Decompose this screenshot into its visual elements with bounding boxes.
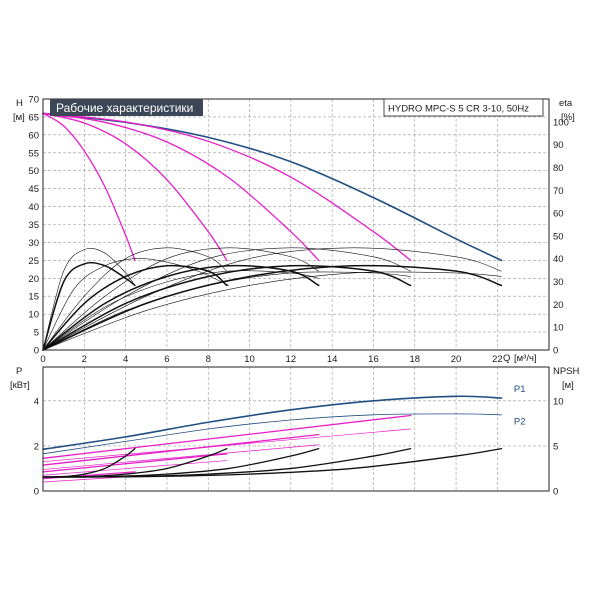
head-y2-tick-label: 70 [553, 186, 564, 197]
head-x-tick-label: 22 [492, 354, 503, 365]
head-y2-tick-label: 40 [553, 254, 564, 265]
y2-axis-unit-npsh: [м] [562, 380, 574, 391]
head-y2-tick-label: 20 [553, 300, 564, 311]
power-series-line [42, 447, 320, 478]
power-y2-tick-label: 5 [553, 441, 558, 452]
head-curves [42, 112, 503, 351]
head-y-tick-label: 20 [28, 274, 39, 285]
head-y-tick-label: 55 [28, 148, 39, 159]
head-series-line [42, 247, 228, 351]
power-series-line [42, 460, 228, 476]
head-y-tick-label: 60 [28, 130, 39, 141]
head-y2-tick-label: 80 [553, 163, 564, 174]
power-series-line [42, 453, 228, 473]
power-y2-tick-label: 0 [553, 487, 558, 498]
head-plot-frame [42, 98, 550, 351]
head-series-line [42, 112, 412, 262]
head-series-line [42, 247, 411, 351]
head-series-line [42, 264, 412, 351]
head-series-line [42, 258, 230, 351]
power-series-line [42, 447, 228, 478]
head-x-tick-label: 2 [82, 354, 87, 365]
head-y-tick-label: 65 [28, 112, 39, 123]
power-series-line [42, 447, 136, 478]
head-series-line [42, 270, 320, 351]
head-y2-tick-label: 60 [553, 209, 564, 220]
head-x-tick-label: 8 [206, 354, 211, 365]
head-y2-tick-label: 90 [553, 140, 564, 151]
power-series-line [42, 414, 412, 459]
head-series-line [42, 112, 136, 262]
head-x-tick-label: 18 [409, 354, 420, 365]
head-y-tick-label: 30 [28, 238, 39, 249]
head-y-tick-label: 10 [28, 310, 39, 321]
power-y-tick-label: 0 [34, 487, 39, 498]
head-series-line [42, 261, 136, 351]
power-series-p1 [42, 395, 503, 451]
head-y-tick-label: 35 [28, 220, 39, 231]
y-axis-unit-h: [м] [13, 112, 25, 123]
head-y2-tick-label: 50 [553, 231, 564, 242]
y-axis-unit-p: [кВт] [10, 380, 30, 391]
curve-label-p2: P2 [514, 416, 526, 427]
head-x-tick-label: 12 [286, 354, 297, 365]
head-y-tick-label: 25 [28, 256, 39, 267]
head-y2-tick-label: 0 [553, 346, 558, 357]
power-ticks: 0 2 4 0 5 10 [34, 396, 564, 497]
head-series-line [42, 247, 502, 351]
y2-axis-label-eta: eta [559, 98, 573, 109]
head-x-tick-label: 0 [40, 354, 45, 365]
head-y-tick-label: 5 [34, 328, 39, 339]
y2-axis-label-npsh: NPSH [553, 366, 580, 377]
head-series-line [42, 264, 228, 351]
head-x-tick-label: 14 [327, 354, 338, 365]
power-series-line [42, 444, 320, 470]
head-y-tick-label: 0 [34, 346, 39, 357]
y-axis-label-h: H [16, 98, 23, 109]
power-curve-labels: P1 P2 [514, 384, 526, 428]
head-series-line [42, 112, 320, 262]
head-series-line [42, 112, 228, 262]
head-x-tick-label: 16 [368, 354, 379, 365]
head-y-tick-label: 15 [28, 292, 39, 303]
y2-axis-unit-eta: [%] [561, 112, 575, 123]
x-axis-label-q: Q [503, 353, 510, 364]
power-series-p2 [42, 413, 502, 455]
head-ticks: 0510152025303540455055606570010203040506… [28, 95, 568, 366]
head-series-line [42, 264, 320, 351]
head-series-line [42, 271, 411, 351]
head-series-line [42, 264, 503, 351]
power-curves [42, 395, 503, 483]
power-series-line [42, 433, 320, 466]
head-y-tick-label: 40 [28, 202, 39, 213]
head-y-tick-label: 70 [28, 95, 39, 106]
curve-label-p1: P1 [514, 384, 526, 395]
head-x-tick-label: 20 [451, 354, 462, 365]
chart-title: Рабочие характеристики [56, 101, 193, 115]
head-series-line [42, 271, 502, 351]
power-y-tick-label: 4 [34, 396, 39, 407]
head-series-line [42, 248, 136, 351]
head-y2-tick-label: 30 [553, 277, 564, 288]
head-x-tick-label: 4 [123, 354, 128, 365]
head-x-tick-label: 10 [244, 354, 255, 365]
head-y-tick-label: 45 [28, 184, 39, 195]
power-y2-tick-label: 10 [553, 396, 564, 407]
head-series-line [42, 247, 320, 351]
head-y2-tick-label: 100 [553, 117, 569, 128]
chart-title-box [50, 99, 203, 116]
power-plot-frame [42, 366, 550, 492]
head-y2-tick-label: 10 [553, 323, 564, 334]
x-axis-unit-q: [м³/ч] [514, 353, 537, 364]
chart-subtitle: HYDRO MPC-S 5 CR 3-10, 50Hz [388, 104, 529, 115]
head-y-tick-label: 50 [28, 166, 39, 177]
head-x-tick-label: 6 [164, 354, 169, 365]
chart-subtitle-box [383, 98, 544, 117]
power-y-tick-label: 2 [34, 441, 39, 452]
y-axis-label-p: P [16, 366, 22, 377]
